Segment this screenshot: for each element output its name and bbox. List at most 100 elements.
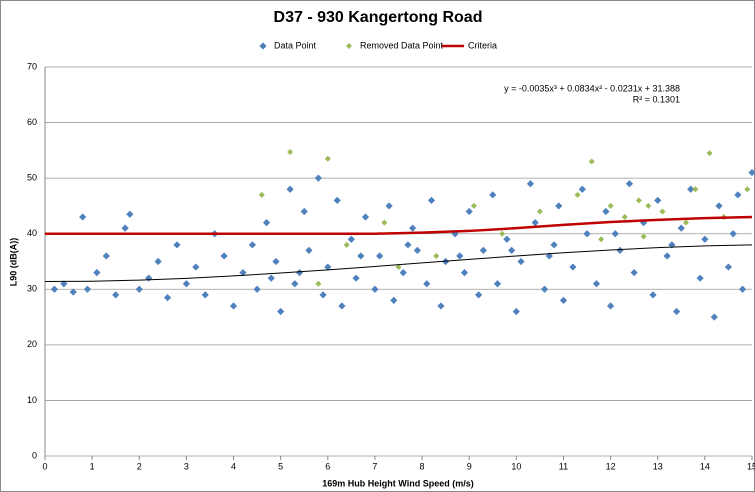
data-point xyxy=(677,224,685,232)
data-point xyxy=(423,280,431,288)
data-point xyxy=(399,269,407,277)
data-point xyxy=(286,185,294,193)
legend-marker xyxy=(259,42,267,50)
legend-marker xyxy=(346,43,352,49)
data-point xyxy=(324,155,331,162)
data-point xyxy=(592,280,601,288)
y-tick-label: 70 xyxy=(27,61,37,71)
data-point xyxy=(50,285,59,293)
data-point xyxy=(663,252,671,260)
data-point xyxy=(625,180,634,188)
data-point xyxy=(390,296,398,304)
x-tick-label: 6 xyxy=(325,461,330,471)
data-point xyxy=(616,246,624,254)
data-point xyxy=(404,241,412,249)
data-point xyxy=(692,186,699,193)
data-point xyxy=(588,158,595,165)
data-point xyxy=(489,191,497,199)
x-tick-label: 1 xyxy=(90,461,95,471)
x-tick-label: 10 xyxy=(511,461,521,471)
data-point xyxy=(503,235,511,243)
data-point xyxy=(182,280,190,288)
x-tick-label: 3 xyxy=(184,461,189,471)
data-point xyxy=(163,294,172,302)
r-squared: R² = 0.1301 xyxy=(633,94,680,104)
data-point xyxy=(437,302,445,310)
data-point xyxy=(696,274,704,282)
data-point xyxy=(531,219,539,227)
data-point xyxy=(295,269,304,277)
data-point xyxy=(83,285,92,293)
data-point xyxy=(201,291,209,299)
data-point xyxy=(427,196,436,204)
y-tick-label: 60 xyxy=(27,117,37,127)
data-point xyxy=(305,246,313,254)
data-point xyxy=(277,307,285,316)
data-point xyxy=(229,302,238,310)
data-point xyxy=(253,285,261,293)
x-tick-label: 13 xyxy=(653,461,663,471)
x-tick-label: 15 xyxy=(747,461,755,471)
y-tick-label: 10 xyxy=(27,395,37,405)
data-point xyxy=(744,186,751,193)
x-tick-label: 4 xyxy=(231,461,236,471)
chart-title: D37 - 930 Kangertong Road xyxy=(274,9,483,26)
data-point xyxy=(602,207,610,216)
data-point xyxy=(371,285,379,293)
data-point xyxy=(338,302,346,310)
data-point xyxy=(470,202,477,209)
data-point xyxy=(145,274,153,282)
x-axis-label: 169m Hub Height Wind Speed (m/s) xyxy=(322,478,473,488)
x-tick-label: 7 xyxy=(372,461,377,471)
data-point xyxy=(333,196,341,204)
x-tick-label: 11 xyxy=(559,461,568,471)
data-point xyxy=(381,219,388,226)
x-tick-label: 14 xyxy=(700,461,710,471)
data-point xyxy=(683,219,690,226)
data-point xyxy=(258,191,265,198)
data-point xyxy=(649,291,657,299)
data-point xyxy=(508,246,516,254)
data-point xyxy=(541,285,549,293)
data-point xyxy=(456,252,464,260)
data-point xyxy=(734,191,742,199)
data-point xyxy=(738,285,747,293)
trend-line xyxy=(44,244,753,283)
data-point xyxy=(433,252,440,259)
data-point xyxy=(645,202,652,209)
data-point xyxy=(267,274,275,282)
data-point xyxy=(357,252,365,260)
data-point xyxy=(710,313,718,321)
data-point xyxy=(460,269,469,277)
data-point xyxy=(291,280,299,288)
data-point xyxy=(598,236,605,243)
data-point xyxy=(192,263,200,271)
data-point xyxy=(559,296,568,304)
data-point xyxy=(526,180,535,188)
data-point xyxy=(583,230,591,238)
data-point xyxy=(493,280,502,288)
data-point xyxy=(574,191,581,198)
data-point xyxy=(361,213,370,221)
data-point xyxy=(578,185,586,193)
x-tick-label: 12 xyxy=(606,461,616,471)
legend-label: Removed Data Point xyxy=(360,40,444,50)
data-point xyxy=(475,291,483,299)
data-point xyxy=(512,307,520,316)
data-point xyxy=(715,202,723,210)
data-point xyxy=(343,241,350,248)
data-point xyxy=(687,185,695,193)
y-axis-label: L90 (dB(A)) xyxy=(8,238,18,287)
data-point xyxy=(79,213,87,221)
criteria-line xyxy=(45,215,753,235)
x-tick-label: 9 xyxy=(467,461,472,471)
data-point xyxy=(239,269,247,277)
data-point xyxy=(569,263,577,271)
data-point xyxy=(272,257,280,266)
data-point xyxy=(154,257,162,266)
data-point xyxy=(465,207,473,216)
data-point xyxy=(706,150,713,157)
y-tick-label: 20 xyxy=(27,339,37,349)
